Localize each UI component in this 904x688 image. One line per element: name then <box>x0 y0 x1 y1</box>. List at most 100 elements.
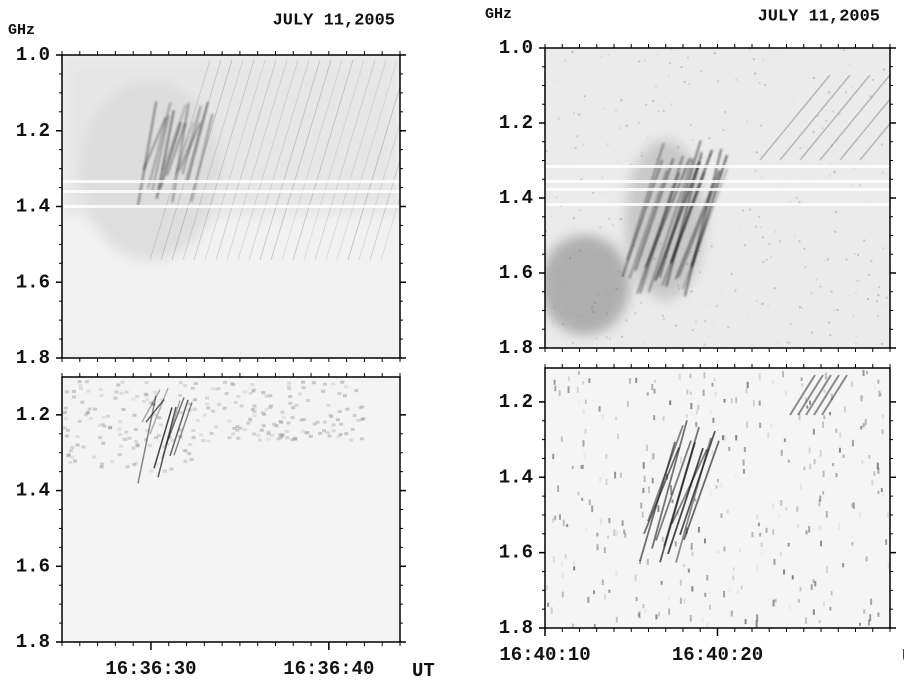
speckle <box>285 436 290 440</box>
speckle <box>329 414 334 418</box>
speckle <box>131 446 136 450</box>
speckle <box>829 606 832 611</box>
speckle <box>248 419 253 423</box>
noise <box>721 292 724 295</box>
burst-streak <box>683 440 720 541</box>
noise <box>605 336 608 339</box>
speckle <box>714 391 717 397</box>
speckle <box>261 424 266 428</box>
noise <box>662 318 665 321</box>
speckle <box>641 511 644 518</box>
speckle <box>553 379 556 385</box>
drift-streak <box>789 374 816 416</box>
noise <box>755 310 758 313</box>
noise <box>683 81 686 84</box>
burst-streak <box>667 447 704 555</box>
speckle <box>98 388 103 392</box>
speckle <box>689 391 692 395</box>
speckle <box>561 572 564 578</box>
noise <box>763 294 765 296</box>
y-tick-label: 1.6 <box>16 555 50 577</box>
y-tick-label: 1.8 <box>16 347 50 369</box>
speckle <box>274 424 279 428</box>
speckle <box>113 396 118 400</box>
speckle <box>149 469 154 473</box>
speckle <box>643 475 646 482</box>
noise <box>686 56 689 59</box>
speckle <box>182 449 187 453</box>
speckle <box>306 399 311 403</box>
speckle <box>557 485 560 492</box>
noise <box>600 56 603 59</box>
speckle <box>178 411 183 415</box>
noise <box>717 152 720 155</box>
speckle <box>144 380 149 384</box>
speckle <box>581 464 584 469</box>
drift-streak <box>821 374 848 416</box>
speckle <box>114 390 119 394</box>
speckle <box>736 590 739 595</box>
noise <box>798 201 801 204</box>
noise <box>703 343 706 346</box>
speckle <box>812 579 815 584</box>
speckle <box>259 428 264 432</box>
noise <box>789 341 792 344</box>
speckle <box>315 420 320 424</box>
drift-streak <box>226 59 288 261</box>
noise <box>758 215 761 218</box>
noise <box>824 259 827 262</box>
speckle <box>119 444 124 448</box>
speckle <box>311 381 316 385</box>
spectrogram-image <box>62 377 400 642</box>
speckle <box>178 381 183 385</box>
speckle <box>730 610 733 617</box>
y-axis-label: GHz <box>485 6 512 23</box>
speckle <box>881 492 884 497</box>
noise <box>637 121 640 124</box>
y-tick-label: 1.8 <box>16 631 50 653</box>
noise <box>871 95 874 98</box>
speckle <box>325 431 330 435</box>
noise <box>608 217 611 220</box>
speckle <box>695 409 698 415</box>
speckle <box>127 436 132 440</box>
speckle <box>322 429 327 433</box>
speckle <box>135 394 140 398</box>
x-tick-label: 16:36:30 <box>105 658 196 680</box>
speckle <box>118 420 123 424</box>
noise <box>545 229 548 232</box>
burst-streak <box>141 389 161 423</box>
speckle <box>655 614 658 620</box>
noise <box>571 50 574 53</box>
speckle <box>231 383 236 387</box>
speckle <box>759 422 762 429</box>
speckle <box>818 619 821 624</box>
speckle <box>588 499 591 506</box>
speckle <box>615 416 618 421</box>
speckle <box>154 436 159 440</box>
speckle <box>743 447 746 453</box>
noise <box>880 143 883 146</box>
noise <box>662 109 665 112</box>
speckle <box>741 463 743 467</box>
speckle <box>123 437 128 441</box>
speckle <box>591 505 594 513</box>
speckle <box>734 475 736 478</box>
band <box>62 205 400 208</box>
speckle <box>577 491 580 496</box>
band <box>545 180 890 183</box>
noise <box>794 198 796 200</box>
speckle <box>640 502 643 509</box>
speckle <box>192 407 197 411</box>
speckle <box>755 620 758 628</box>
speckle <box>653 415 656 421</box>
speckle <box>646 392 649 396</box>
speckle <box>183 384 188 388</box>
speckle <box>635 377 638 383</box>
noise <box>712 321 715 324</box>
speckle <box>100 423 105 427</box>
speckle <box>259 428 264 432</box>
noise <box>630 263 633 266</box>
speckle <box>264 407 269 411</box>
speckle <box>796 506 799 512</box>
